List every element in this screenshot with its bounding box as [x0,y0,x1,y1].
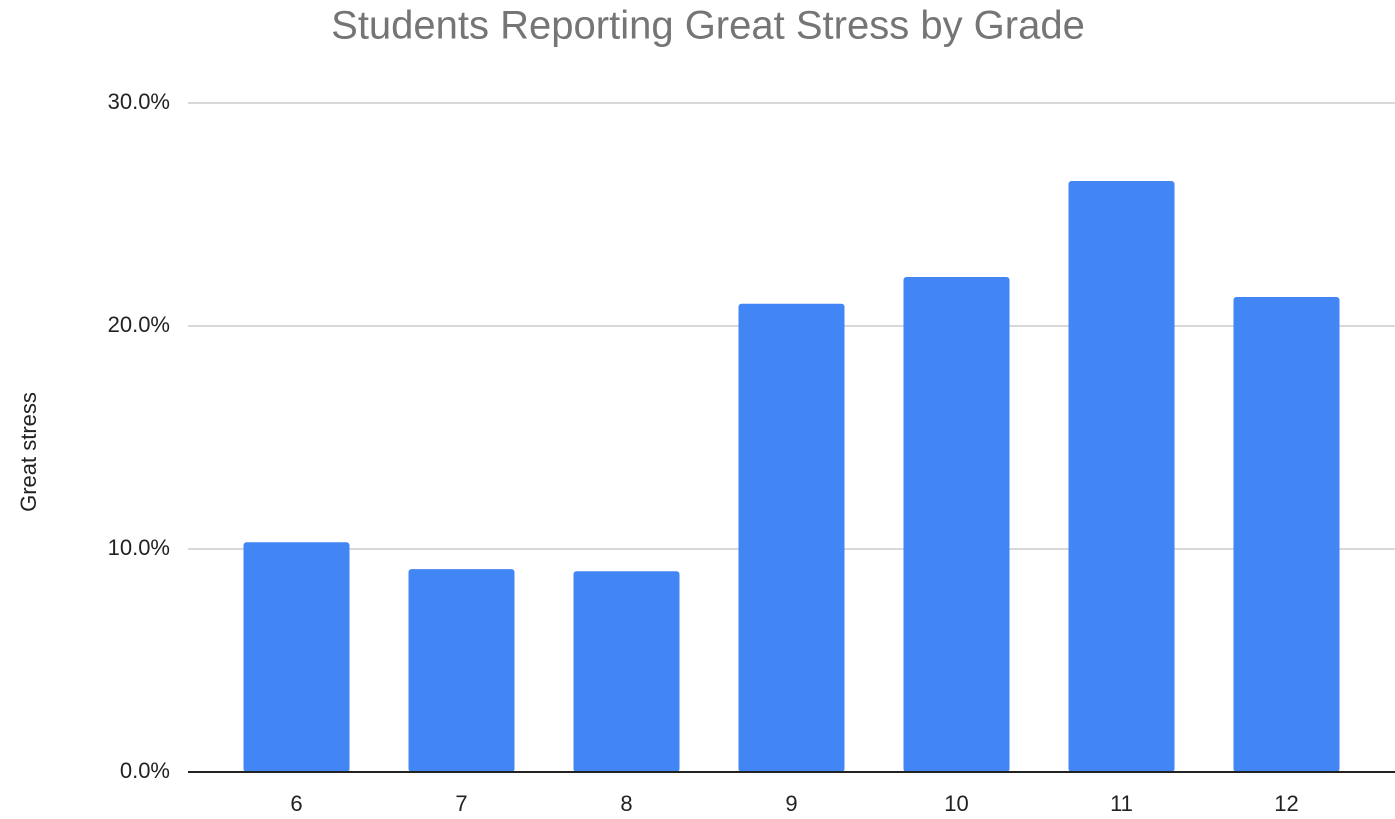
bar [903,276,1010,772]
bar [1068,181,1175,773]
x-tick-label: 12 [1274,791,1298,816]
x-tick-label: 9 [785,791,797,816]
x-tick-label: 6 [290,791,302,816]
y-tick-label: 20.0% [108,312,170,337]
x-tick-label: 8 [620,791,632,816]
bar [243,542,350,772]
y-axis-label: Great stress [16,392,41,512]
bar [738,303,845,772]
x-tick-label: 11 [1110,791,1133,816]
y-tick-label: 10.0% [108,535,170,560]
bar [408,569,515,772]
bar [573,571,680,772]
y-tick-label: 0.0% [120,758,170,783]
bar [1233,297,1340,772]
x-tick-label: 10 [944,791,968,816]
chart-title: Students Reporting Great Stress by Grade [331,4,1085,48]
x-tick-label: 7 [455,791,467,816]
y-tick-label: 30.0% [108,89,170,114]
